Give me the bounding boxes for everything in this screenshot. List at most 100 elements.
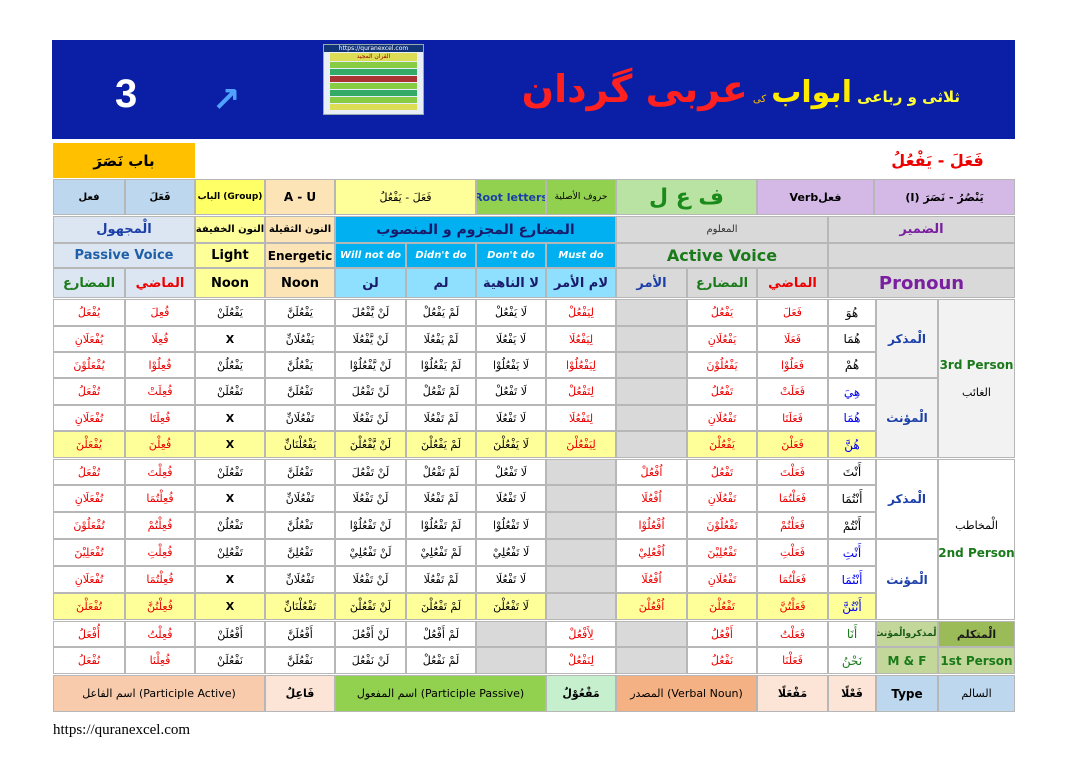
cell-mudari-active: يَفْعُلْنَ (687, 431, 757, 458)
cell-lam: لَمْ أَفْعُلْ (406, 621, 476, 647)
cell-lan: لَنْ تَفْعُلَا (335, 485, 406, 512)
cell-la-nahia: لَا يَفْعُلْ (476, 299, 546, 326)
cell-mudari-passive: يُفْعَلْنَ (53, 431, 125, 458)
group-mudhakkar-mukhatab: الْمذكر (876, 459, 938, 539)
quranexcel-thumbnail[interactable]: https://quranexcel.com القرآن المجيد (323, 44, 424, 115)
group-mutakallim-mf: الْمذكروالْمؤنث (876, 621, 938, 647)
cell-mudari-passive: تُفْعَلَانِ (53, 485, 125, 512)
cell-amr (616, 378, 687, 405)
cell-la-nahia: لَا تَفْعُلَا (476, 566, 546, 593)
header-amr: الأمر (616, 268, 687, 298)
cell-lan: لَنْ تَفْعُلُوْا (335, 512, 406, 539)
thumbnail-row (330, 76, 417, 82)
cell-mudari-active: نَفْعُلُ (687, 647, 757, 674)
header-passive-voice: Passive Voice (53, 243, 195, 268)
cell-lam-amr: لِيَفْعُلْنَ (546, 431, 616, 458)
cell-lam: لَمْ يَفْعُلْ (406, 299, 476, 326)
cell-la-nahia: لَا تَفْعُلُوْا (476, 512, 546, 539)
header-must-do: Must do (546, 243, 616, 268)
second-person-label: 2nd Person (938, 546, 1015, 560)
cell-la-nahia: لَا تَفْعُلَا (476, 485, 546, 512)
header-mudari-active: المضارع (687, 268, 757, 298)
mafool-form: مَفْعُوْلٌ (546, 675, 616, 712)
cell-mudari-active: تَفْعُلْنَ (687, 593, 757, 620)
header-pronoun: Pronoun (828, 268, 1015, 298)
cell-amr (616, 405, 687, 431)
page-number: 3 (115, 72, 138, 116)
cell-madi-active: فَعَلُوْا (757, 352, 828, 378)
cell-lam: لَمْ تَفْعُلَا (406, 405, 476, 431)
header-will-not-do: Will not do (335, 243, 406, 268)
cell-amr (616, 299, 687, 326)
cell-lam-amr (546, 512, 616, 539)
cell-madi-active: فَعَلَتَا (757, 405, 828, 431)
cell-lam: لَمْ تَفْعُلِيْ (406, 539, 476, 566)
header-pattern: فَعَلَ - يَفْعُلُ (891, 151, 984, 170)
cell-noon-heavy: تَفْعُلَنَّ (265, 459, 335, 485)
cell-lam: لَمْ تَفْعُلَا (406, 566, 476, 593)
footer-url[interactable]: https://quranexcel.com (53, 722, 191, 738)
group-mutakallim: الْمتكلم (938, 621, 1015, 647)
info-au: A - U (265, 179, 335, 215)
cell-la-nahia (476, 647, 546, 674)
info-verb-form: يَنْصُرُ - نَصَرَ (I) (874, 179, 1015, 215)
cell-lan: لَنْ نَفْعُلَ (335, 647, 406, 674)
info-root-ar: حروف الأصلية (546, 179, 616, 215)
cell-lam-amr: لِتَفْعُلْ (546, 378, 616, 405)
cell-pronoun: هُمَا (828, 326, 876, 352)
cell-lam: لَمْ تَفْعُلُوْا (406, 512, 476, 539)
cell-madi-passive: فُعِلْنَا (125, 647, 195, 674)
cell-pronoun: هُنَّ (828, 431, 876, 458)
cell-madi-passive: فُعِلْتُمَا (125, 485, 195, 512)
cell-pronoun: هُمْ (828, 352, 876, 378)
info-root-letters-ar: ف ع ل (616, 179, 757, 215)
header-mudari-passive: المضارع (53, 268, 125, 298)
cell-madi-active: فَعَلَتْ (757, 378, 828, 405)
cell-lam-amr: لِيَفْعُلَا (546, 326, 616, 352)
title-part-abwab: ابواب (771, 75, 852, 110)
cell-pronoun: نَحْنُ (828, 647, 876, 674)
group-third-person: 3rd Person الغائب (938, 299, 1015, 458)
title-part-ki: کی (752, 94, 767, 105)
cell-mudari-passive: يُفْعَلُوْنَ (53, 352, 125, 378)
cell-pronoun: أَنْتُمْ (828, 512, 876, 539)
header-light: Light (195, 243, 265, 268)
thumbnail-row (330, 97, 417, 103)
cell-mudari-active: تَفْعُلُ (687, 378, 757, 405)
cell-madi-active: فَعَلَا (757, 326, 828, 352)
cell-mudari-active: يَفْعُلَانِ (687, 326, 757, 352)
info-group: (Group) الباب (195, 179, 265, 215)
cell-lam: لَمْ تَفْعُلْ (406, 378, 476, 405)
cell-amr (616, 431, 687, 458)
header-noon-energetic: Noon (265, 268, 335, 298)
cell-mudari-passive: يُفْعَلُ (53, 299, 125, 326)
header-dont-do: Don't do (476, 243, 546, 268)
cell-mudari-active: تَفْعُلِيْنَ (687, 539, 757, 566)
cell-noon-light: X (195, 326, 265, 352)
header-noon-light: Noon (195, 268, 265, 298)
info-kind: فَعَلَ (125, 179, 195, 215)
cell-noon-light: X (195, 405, 265, 431)
banner-title: ثلاثی و رباعی ابواب کی عربی گردان (490, 67, 960, 127)
cell-mudari-active: تَفْعُلَانِ (687, 566, 757, 593)
cell-noon-light: تَفْعُلَنْ (195, 459, 265, 485)
cell-la-nahia: لَا يَفْعُلَا (476, 326, 546, 352)
cell-mudari-passive: تُفْعَلِيْنَ (53, 539, 125, 566)
cell-noon-light: X (195, 485, 265, 512)
saalim-label: السالم (938, 675, 1015, 712)
cell-lam-amr (546, 566, 616, 593)
cell-madi-active: فَعَلْتِ (757, 539, 828, 566)
cell-madi-passive: فُعِلْتُمَا (125, 566, 195, 593)
thumbnail-row (330, 69, 417, 75)
cell-lam-amr: لِيَفْعُلْ (546, 299, 616, 326)
cell-madi-passive: فُعِلْتُمْ (125, 512, 195, 539)
group-first-person: 1st Person (938, 647, 1015, 674)
cell-madi-passive: فُعِلْنَ (125, 431, 195, 458)
cell-amr (616, 621, 687, 647)
header-didnt-do: Didn't do (406, 243, 476, 268)
cell-pronoun: أَنْتُمَا (828, 566, 876, 593)
group-second-person: الْمخاطب 2nd Person (938, 459, 1015, 620)
external-link-arrow-icon[interactable]: ↗ (212, 80, 241, 120)
cell-pronoun: أَنْتُنَّ (828, 593, 876, 620)
